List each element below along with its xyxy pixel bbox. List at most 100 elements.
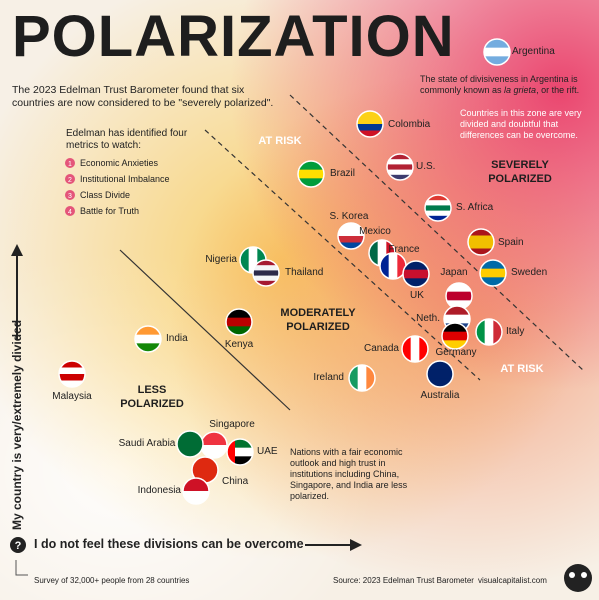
metric-bullet (65, 158, 75, 168)
flag-stripe (357, 111, 383, 118)
flag-stripe (338, 223, 364, 230)
flag-stripe (480, 268, 506, 278)
country-label: Italy (506, 326, 525, 337)
country-label: Argentina (512, 46, 555, 57)
flag-stripe (227, 439, 253, 449)
flag-border (401, 335, 429, 363)
flag-stripe (468, 248, 494, 255)
flag-stripe (387, 164, 413, 171)
metric-number: 4 (68, 209, 72, 216)
flag-stripe (410, 336, 420, 362)
country-label: Spain (498, 237, 524, 248)
flag-stripe (468, 242, 494, 249)
metric-label: Economic Anxieties (80, 158, 159, 168)
flag-border (424, 194, 452, 222)
country-label: Germany (435, 347, 477, 358)
corner-line (15, 560, 28, 576)
flag-stripe (357, 124, 383, 131)
flag (59, 361, 85, 387)
country-label: Thailand (285, 267, 324, 278)
country-label: Kenya (224, 339, 254, 350)
flag-stripe (442, 331, 468, 341)
flag (298, 161, 324, 187)
flag-stripe (425, 195, 451, 201)
country-label: Japan (440, 267, 468, 278)
flag-border (337, 222, 365, 250)
flag-stripe (484, 56, 510, 65)
flag-stripe (201, 445, 227, 458)
zone-label: SEVERELY (491, 159, 549, 171)
flag (177, 431, 203, 457)
flag-stripe (387, 159, 413, 165)
flag (403, 261, 429, 287)
flag-border (297, 160, 325, 188)
flag (349, 365, 375, 391)
flag-stripe (480, 260, 506, 270)
divider-line (289, 94, 586, 373)
flag-stripe (377, 240, 387, 266)
argentina-note: The state of divisiveness in Argentina i… (420, 74, 590, 96)
flag-stripe (387, 154, 413, 160)
question-icon (10, 537, 26, 553)
zone-note: Countries in this zone are very divided … (460, 108, 582, 140)
x-arrow-head (350, 539, 362, 551)
flag-border (348, 364, 376, 392)
flag (253, 260, 279, 286)
country-label: Malaysia (52, 391, 92, 402)
flag-stripe (253, 265, 279, 271)
flag-stripe (442, 340, 468, 349)
zone-label: AT RISK (500, 363, 544, 375)
zone-label: AT RISK (258, 135, 302, 147)
flag (380, 253, 406, 279)
source: Source: 2023 Edelman Trust Barometer (333, 576, 474, 585)
flag-stripe (135, 334, 161, 344)
flag-stripe (369, 240, 379, 266)
flag-stripe (425, 210, 451, 217)
flag-stripe (226, 326, 252, 335)
flag-border (483, 38, 511, 66)
country-label: UK (410, 290, 424, 301)
logo-eye (569, 572, 575, 578)
flag-stripe (387, 174, 413, 180)
metric-bullet (65, 190, 75, 200)
intro: The 2023 Edelman Trust Barometer found t… (12, 84, 274, 109)
flag-stripe (357, 117, 383, 125)
flag (427, 361, 453, 387)
flag-border (176, 430, 204, 458)
metric-number: 2 (68, 177, 72, 184)
flag-border (252, 259, 280, 287)
y-axis-label: My country is very/extremely divided (10, 319, 24, 530)
question-mark: ? (15, 540, 22, 552)
flag (227, 439, 253, 465)
logo (564, 564, 592, 592)
divider-line (204, 129, 481, 381)
flag (480, 260, 506, 286)
flag (442, 323, 468, 349)
note-text: , or the rift. (536, 85, 580, 95)
flag-stripe (298, 161, 324, 171)
site: visualcapitalist.com (478, 576, 547, 585)
flag-stripe (419, 336, 428, 362)
flag-stripe (468, 229, 494, 236)
flag-stripe (226, 309, 252, 319)
flag-stripe (338, 236, 364, 243)
flag-border (402, 260, 430, 288)
flag-border (475, 318, 503, 346)
flag-stripe (484, 47, 510, 57)
flag-border (134, 325, 162, 353)
flag-stripe (397, 253, 406, 279)
country-label: S. Korea (329, 211, 369, 222)
flag (476, 319, 502, 345)
flag-stripe (227, 456, 253, 465)
flag-stripe (427, 369, 453, 379)
metric-bullet (65, 206, 75, 216)
country-label: UAE (257, 446, 278, 457)
flag-border (225, 308, 253, 336)
flag-stripe (135, 343, 161, 352)
flag-border (441, 322, 469, 350)
flag-stripe (298, 169, 324, 179)
flag-stripe (388, 253, 398, 279)
flag-border (356, 110, 384, 138)
flag-stripe (59, 367, 85, 375)
